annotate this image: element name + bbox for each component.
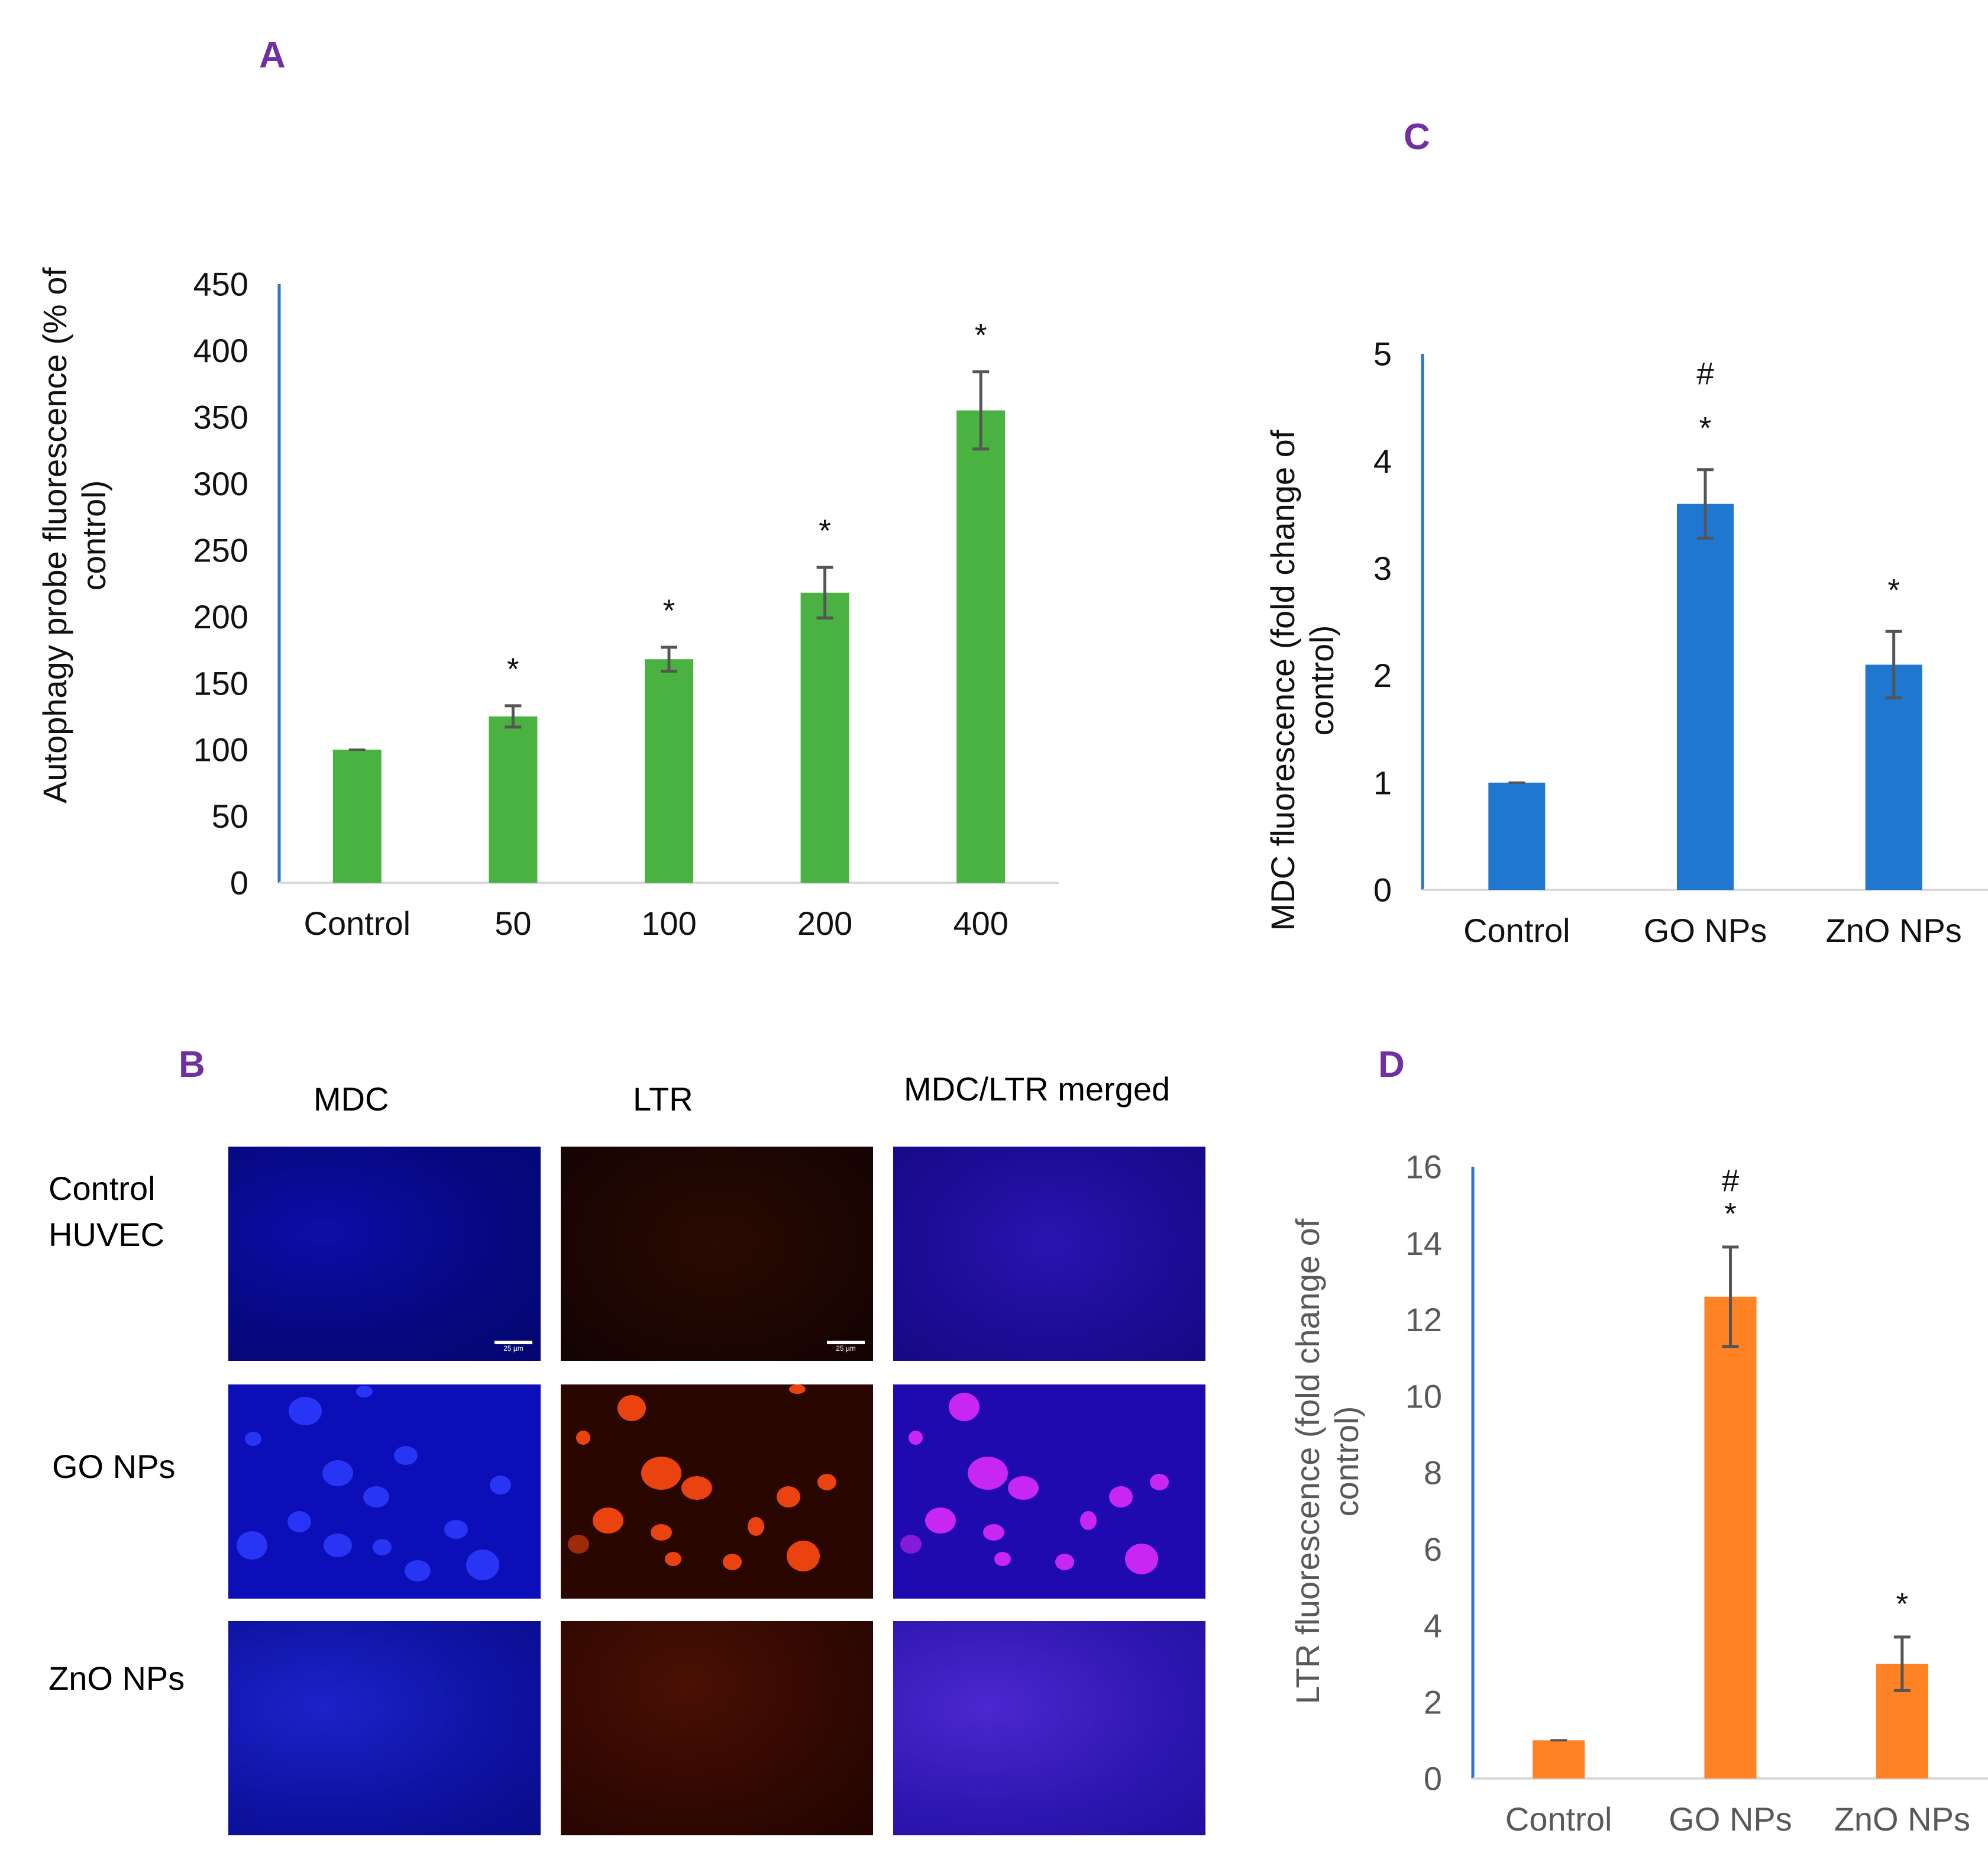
bar [800,592,849,883]
y-tick-label: 50 [212,798,248,835]
column-title-merged: MDC/LTR merged [904,1070,1171,1108]
y-axis-label: LTR fluorescence (fold change of [1289,1218,1326,1704]
y-tick-label: 0 [230,864,248,902]
significance-label: * [1724,1197,1737,1232]
scale-bar: 25 µm [827,1341,865,1353]
bar [956,410,1006,883]
y-axis-label: control) [75,480,112,591]
bar [1677,503,1734,890]
y-axis-label: Autophagy probe fluorescence (% of [36,267,73,803]
y-axis-label: control) [1303,625,1340,736]
y-tick-label: 3 [1373,550,1392,587]
panel-letter-a: A [259,35,286,76]
y-axis-title: LTR fluorescence (fold change of control) [1289,1218,1365,1704]
row-label-control: Control HUVEC [49,1170,165,1253]
x-tick-label: 100 [641,905,696,942]
x-tick-label: ZnO NPs [1826,912,1962,949]
panel-letter-d: D [1378,1044,1405,1085]
scale-bar: 25 µm [494,1341,532,1353]
y-tick-label: 1 [1373,764,1392,801]
x-tick-label: ZnO NPs [1834,1800,1970,1838]
micrograph-control-ltr: 25 µm [561,1147,873,1361]
micrograph-control-merged [893,1147,1205,1361]
significance-label: * [1699,411,1712,446]
significance-label: * [1896,1587,1908,1622]
y-tick-label: 350 [193,398,248,435]
bar [1488,782,1546,890]
x-tick-label: Control [1463,912,1570,949]
y-tick-label: 400 [193,332,248,369]
x-tick-label: Control [304,905,411,942]
micrograph-go-ltr [561,1384,873,1599]
significance-label: * [975,318,987,353]
significance-label: * [507,652,519,687]
x-tick-label: GO NPs [1669,1800,1792,1838]
column-title-ltr: LTR [633,1080,693,1118]
y-tick-label: 8 [1424,1454,1442,1492]
y-tick-label: 0 [1424,1760,1442,1797]
y-tick-label: 4 [1373,443,1392,480]
bar [1704,1296,1757,1778]
significance-label-2: # [1722,1164,1740,1199]
bar [1533,1740,1585,1778]
y-axis-title: MDC fluorescence (fold change of control) [1264,430,1340,931]
micrograph-zno-merged [893,1621,1205,1835]
y-axis-label: MDC fluorescence (fold change of [1264,430,1301,931]
y-tick-label: 5 [1373,335,1392,373]
bar [1865,664,1922,890]
y-tick-label: 250 [193,531,248,569]
y-axis-title: Autophagy probe fluorescence (% of contro… [36,267,112,803]
bar [332,750,382,883]
micrograph-go-mdc [228,1384,541,1599]
y-tick-label: 2 [1424,1683,1442,1721]
y-tick-label: 10 [1405,1377,1442,1415]
y-tick-label: 14 [1405,1225,1442,1262]
y-tick-label: 6 [1424,1531,1442,1568]
x-tick-label: 50 [494,905,531,942]
bar [489,716,538,883]
y-tick-label: 0 [1373,871,1392,909]
row-label-zno: ZnO NPs [49,1660,185,1697]
micrograph-go-merged [893,1384,1205,1599]
y-tick-label: 150 [193,664,248,702]
micrograph-zno-mdc [228,1621,541,1835]
y-tick-label: 300 [193,465,248,502]
bar [645,659,693,883]
significance-label: * [1887,573,1900,608]
x-tick-label: Control [1505,1800,1612,1838]
y-tick-label: 100 [193,731,248,769]
y-tick-label: 16 [1405,1148,1442,1186]
x-tick-label: 400 [953,905,1008,942]
y-tick-label: 200 [193,598,248,635]
micrograph-zno-ltr [561,1621,873,1835]
y-tick-label: 4 [1424,1607,1442,1644]
significance-label-2: # [1696,357,1714,392]
column-title-mdc: MDC [313,1080,389,1118]
y-axis-label: control) [1328,1406,1365,1517]
y-tick-label: 12 [1405,1301,1442,1338]
y-tick-label: 2 [1373,657,1392,694]
row-label-go: GO NPs [52,1448,176,1485]
significance-label: * [663,593,675,628]
x-tick-label: 200 [797,905,852,942]
x-tick-label: GO NPs [1644,912,1767,949]
panel-letter-b: B [179,1044,205,1085]
significance-label: * [819,514,831,548]
panel-letter-c: C [1404,117,1430,157]
micrograph-control-mdc: 25 µm [228,1147,541,1361]
y-tick-label: 450 [193,266,248,303]
